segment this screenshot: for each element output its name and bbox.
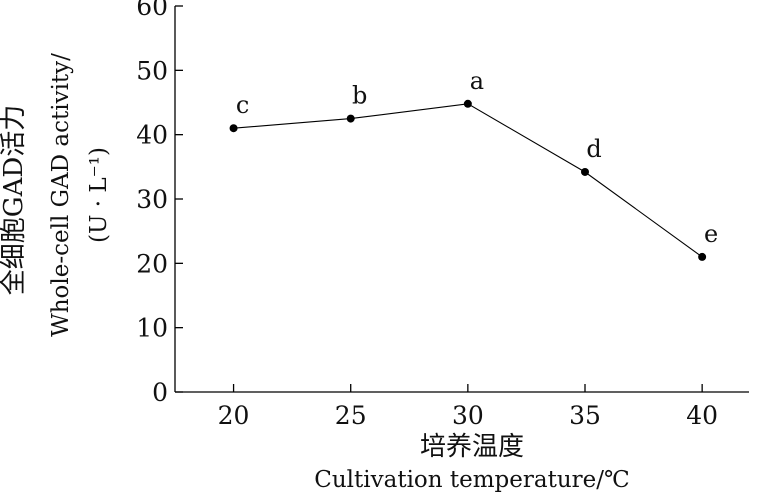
x-tick-label-25: 25 [335, 401, 367, 430]
y-axis-title-cn: 全细胞GAD活力 [0, 105, 29, 295]
y-tick-label-40: 40 [136, 121, 168, 150]
data-point-40 [698, 252, 707, 261]
y-tick-label-10: 10 [136, 314, 168, 343]
significance-label-a: a [470, 67, 484, 95]
series-line [233, 103, 703, 258]
significance-label-b: b [352, 82, 367, 110]
y-tick-label-20: 20 [136, 249, 168, 278]
y-axis-title-unit: (U · L⁻¹) [86, 147, 112, 243]
significance-labels: c b a d e [236, 67, 718, 248]
data-points [229, 99, 707, 261]
data-point-20 [229, 124, 238, 133]
y-axis-ticks: 0 10 20 30 40 50 60 [136, 0, 183, 407]
y-tick-label-30: 30 [136, 185, 168, 214]
x-tick-label-40: 40 [686, 401, 718, 430]
x-tick-label-30: 30 [452, 401, 484, 430]
x-tick-label-20: 20 [218, 401, 250, 430]
x-axis-title-cn: 培养温度 [420, 432, 524, 462]
x-axis-ticks: 20 25 30 35 40 [218, 384, 718, 430]
significance-label-e: e [704, 220, 718, 248]
y-tick-label-60: 60 [136, 0, 168, 21]
x-tick-label-35: 35 [569, 401, 601, 430]
data-point-30 [463, 99, 472, 108]
data-point-35 [581, 167, 589, 176]
y-axis-title-en: Whole-cell GAD activity/ [48, 53, 74, 337]
y-tick-label-50: 50 [136, 56, 168, 85]
x-axis-title-en: Cultivation temperature/℃ [314, 467, 630, 493]
data-point-25 [346, 114, 355, 123]
significance-label-d: d [586, 135, 601, 163]
y-tick-label-0: 0 [152, 378, 168, 407]
significance-label-c: c [236, 91, 249, 119]
